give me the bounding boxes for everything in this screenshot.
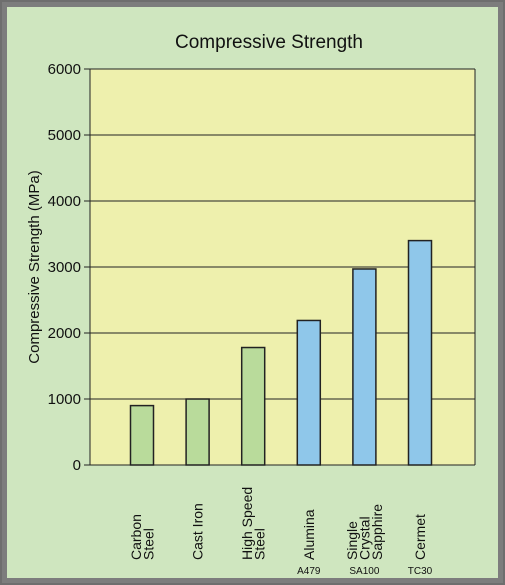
bar xyxy=(129,404,155,466)
category-label-line: Steel xyxy=(140,528,156,560)
bar xyxy=(185,398,210,466)
bar xyxy=(407,239,433,466)
category-label-line: Alumina xyxy=(301,509,317,560)
bars xyxy=(129,239,433,466)
y-axis-ticks: 0 1000 2000 3000 4000 5000 6000 xyxy=(48,61,90,474)
category-label-line: Steel xyxy=(251,528,267,560)
category-label-line: Cermet xyxy=(412,514,428,560)
category-label-line: High Speed xyxy=(239,487,255,560)
category-label-line: Single xyxy=(344,521,360,560)
y-tick-label: 3000 xyxy=(48,259,81,276)
category-label-line: Cast Iron xyxy=(190,503,206,560)
category-label: Cast Iron xyxy=(190,503,206,560)
category-sublabel: TC30 xyxy=(408,566,433,577)
chart-title: Compressive Strength xyxy=(175,32,363,53)
category-sublabel: A479 xyxy=(297,566,321,577)
bar xyxy=(296,319,322,466)
y-tick-label: 0 xyxy=(73,457,81,474)
category-label: Cermet xyxy=(412,514,428,560)
category-label-line: Sapphire xyxy=(369,504,385,560)
category-label-line: Carbon xyxy=(128,514,144,560)
y-tick-label: 1000 xyxy=(48,391,81,408)
category-sublabel: SA100 xyxy=(349,566,379,577)
category-label: Alumina xyxy=(301,509,317,560)
axes xyxy=(89,69,476,466)
category-label-line: Crystal xyxy=(356,516,372,560)
bar xyxy=(352,268,377,466)
y-tick-label: 4000 xyxy=(48,193,81,210)
bar xyxy=(240,346,266,466)
y-axis-label: Compressive Strength (MPa) xyxy=(26,170,43,363)
y-tick-label: 2000 xyxy=(48,325,81,342)
y-tick-label: 6000 xyxy=(48,61,81,78)
y-tick-label: 5000 xyxy=(48,127,81,144)
